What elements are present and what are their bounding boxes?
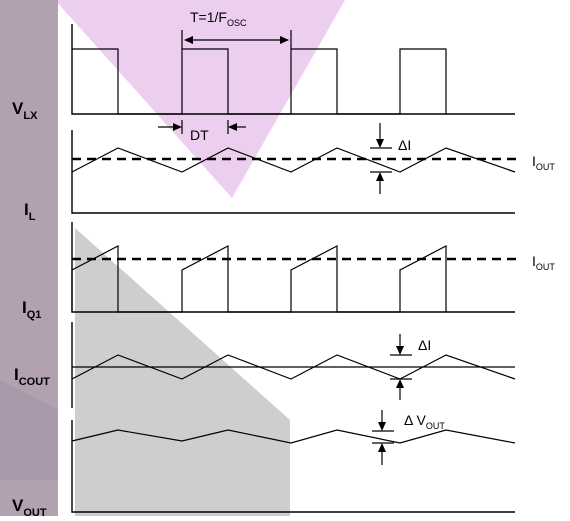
il-waveform [71,147,516,173]
vlx-waveform [72,48,447,115]
watermark [0,0,345,516]
delta-i-annotation [370,123,392,194]
period-annotation [181,30,292,49]
label-vlx: VLX [12,99,38,122]
vout-waveform [71,429,516,444]
iout-label-iq1: IOUT [532,253,555,272]
iout-label-il: IOUT [532,153,555,172]
label-icout: ICOUT [14,365,50,388]
watermark-purple-left [0,380,58,516]
watermark-pink-triangle [55,0,345,198]
delta-i-cout-annotation [390,334,412,400]
label-il: IL [24,200,36,223]
delta-i-label: ΔI [398,137,411,153]
vout-trace [71,420,516,513]
icout-waveform [71,354,516,380]
duty-label: DT [190,127,209,143]
iq1-trace [71,222,517,313]
vout-axis [71,420,515,513]
period-label: T=1/FOSC [190,9,247,28]
vlx-trace [71,24,515,115]
iq1-waveform [71,245,447,313]
icout-trace [71,322,516,408]
duty-annotation [158,120,246,134]
delta-i-cout-label: ΔI [418,337,431,353]
delta-vout-label: Δ VOUT [404,412,445,431]
watermark-gray-triangle [75,228,290,516]
il-trace [71,130,517,214]
il-axis [71,130,515,214]
label-iq1: IQ1 [22,298,41,321]
delta-vout-annotation [372,410,394,465]
